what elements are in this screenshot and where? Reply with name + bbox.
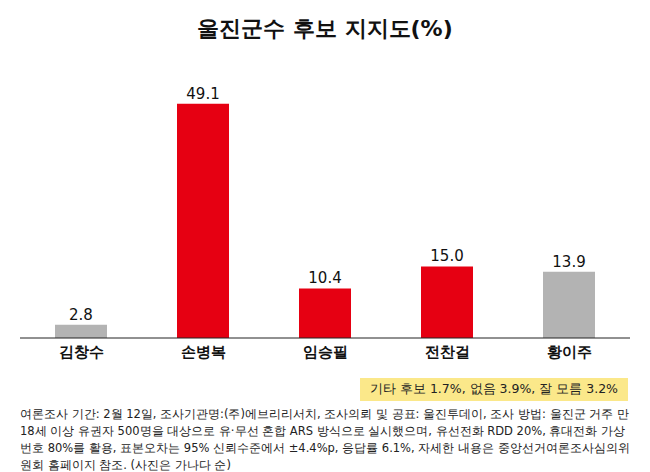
html-text:여론조사 기간: 2월 12일, 조사기관명:(주)에브리리: 여론조사 기간: 2월 12일, 조사기관명:(주)에브리리서치, 조사의뢰 및… bbox=[20, 407, 630, 472]
svg-text:전찬걸: 전찬걸 bbox=[425, 343, 470, 361]
svg-text:15.0: 15.0 bbox=[430, 247, 463, 265]
svg-text:김창수: 김창수 bbox=[59, 343, 104, 361]
svg-text:49.1: 49.1 bbox=[186, 85, 219, 103]
svg-text:10.4: 10.4 bbox=[308, 269, 341, 287]
svg-text:황이주: 황이주 bbox=[547, 343, 592, 361]
html-text:울진군수 후보 지지도(%): 울진군수 후보 지지도(%) bbox=[197, 16, 453, 41]
html-text:기타 후보 1.7%, 없음 3.9%, 잘 모름 3.2%: 기타 후보 1.7%, 없음 3.9%, 잘 모름 3.2% bbox=[370, 381, 618, 396]
svg-text:2.8: 2.8 bbox=[69, 306, 93, 324]
svg-text:임승필: 임승필 bbox=[303, 343, 348, 361]
svg-text:13.9: 13.9 bbox=[552, 253, 585, 271]
svg-text:손병복: 손병복 bbox=[181, 343, 226, 361]
